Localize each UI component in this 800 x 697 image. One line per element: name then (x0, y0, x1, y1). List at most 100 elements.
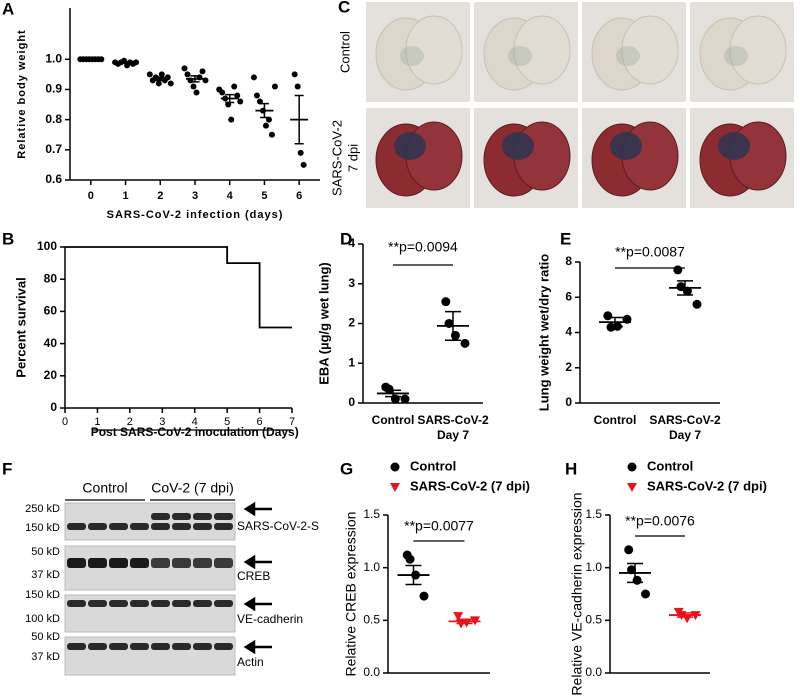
x-tick-label: 4 (227, 190, 234, 202)
lung-shade (400, 46, 424, 66)
y-tick-label: 100 (37, 239, 57, 253)
panel-label: E (560, 229, 571, 248)
blot-strip (64, 636, 236, 676)
error-bar (259, 102, 269, 119)
point (133, 59, 140, 66)
legend-marker (627, 462, 637, 472)
point (603, 311, 613, 321)
point (400, 394, 410, 404)
point (300, 161, 307, 168)
blot-band (172, 513, 191, 520)
y-tick-label: 40 (44, 336, 58, 350)
legend-label: SARS-CoV-2 (7 dpi) (647, 478, 767, 493)
point (692, 299, 702, 309)
size-marker: 50 kD (31, 546, 60, 558)
point (237, 98, 244, 105)
legend-label: SARS-CoV-2 (7 dpi) (410, 478, 530, 493)
y-tick-label: 0 (348, 395, 355, 409)
point (268, 131, 275, 138)
blot-band (130, 558, 149, 568)
point (158, 71, 165, 78)
x-tick-label: SARS-CoV-2 (649, 413, 721, 427)
point (419, 591, 429, 601)
y-tick-label: 4 (348, 236, 355, 250)
point (460, 338, 470, 348)
point (231, 83, 238, 90)
y-axis-label: Relative body weight (16, 29, 28, 158)
panel-label: A (2, 0, 14, 18)
y-tick-label: 0.5 (363, 613, 380, 627)
blot-band (214, 513, 233, 520)
error-bar (121, 61, 131, 64)
error-bar (86, 57, 96, 61)
x-tick-label: 0 (62, 416, 68, 428)
error-bar (294, 94, 304, 145)
size-marker: 250 kD (25, 503, 60, 515)
y-tick-label: 4 (565, 325, 572, 339)
panel-label: D (340, 229, 352, 248)
point (167, 80, 174, 87)
blot-strip (64, 502, 236, 541)
point (228, 116, 235, 123)
lung-lesion (610, 132, 642, 160)
error-bar (677, 612, 693, 618)
point (199, 68, 206, 75)
blot-band (130, 523, 149, 530)
blot-band (88, 600, 107, 607)
blot-band (193, 513, 212, 520)
error-bar (385, 389, 401, 398)
y-axis-label: Relative CREB expression (343, 512, 359, 677)
error-bar (627, 562, 643, 584)
blot-band (214, 600, 233, 607)
y-tick-label: 20 (44, 368, 58, 382)
protein-label: SARS-CoV-2-S (237, 519, 319, 533)
y-tick-label: 0.7 (45, 142, 62, 156)
point (181, 65, 188, 72)
x-tick-label: 0 (88, 190, 94, 202)
point (641, 589, 650, 599)
protein-label: Actin (237, 655, 264, 669)
protein-label: VE-cadherin (237, 612, 303, 626)
point (624, 545, 634, 555)
lung-lobe (729, 15, 787, 85)
point (98, 56, 105, 63)
blot-band (193, 643, 212, 650)
point (250, 74, 257, 81)
point (297, 149, 304, 156)
x-tick-label: 7 (289, 416, 295, 428)
panel-label: G (340, 459, 353, 478)
legend-label: Control (410, 458, 456, 473)
point (184, 71, 191, 78)
error-bar (677, 280, 693, 296)
y-tick-label: 6 (565, 289, 572, 303)
point (190, 83, 197, 90)
size-marker: 50 kD (31, 631, 60, 643)
legend-marker (390, 462, 400, 472)
y-axis-label: EBA (µg/g wet lung) (316, 262, 331, 385)
protein-label: CREB (237, 569, 270, 583)
blot-band (214, 558, 233, 568)
y-tick-label: 3 (348, 276, 355, 290)
y-axis-label: Relative VE-cadherin expression (569, 492, 585, 695)
annotation: **p=0.0076 (625, 513, 695, 529)
x-tick-label: 1 (94, 416, 100, 428)
x-axis-label: SARS-CoV-2 infection (days) (107, 209, 284, 221)
arrow (243, 596, 272, 612)
panel-label: C (338, 0, 350, 16)
legend-marker (627, 483, 637, 492)
panel-label: B (2, 229, 14, 248)
lung-lobe (405, 15, 463, 85)
x-tick-label: 2 (157, 190, 163, 202)
y-tick-label: 1.0 (363, 560, 380, 574)
lung-lobe (621, 15, 679, 85)
blot-band (88, 558, 107, 568)
x-tick-label: 1 (122, 190, 128, 202)
y-tick-label: 1.0 (45, 51, 62, 65)
lung-shade (724, 46, 748, 66)
legend-label: Control (647, 458, 693, 473)
x-tick-label: SARS-CoV-2 (417, 413, 489, 427)
y-tick-label: 1.5 (363, 507, 380, 521)
point (271, 83, 278, 90)
blot-band (151, 513, 170, 520)
